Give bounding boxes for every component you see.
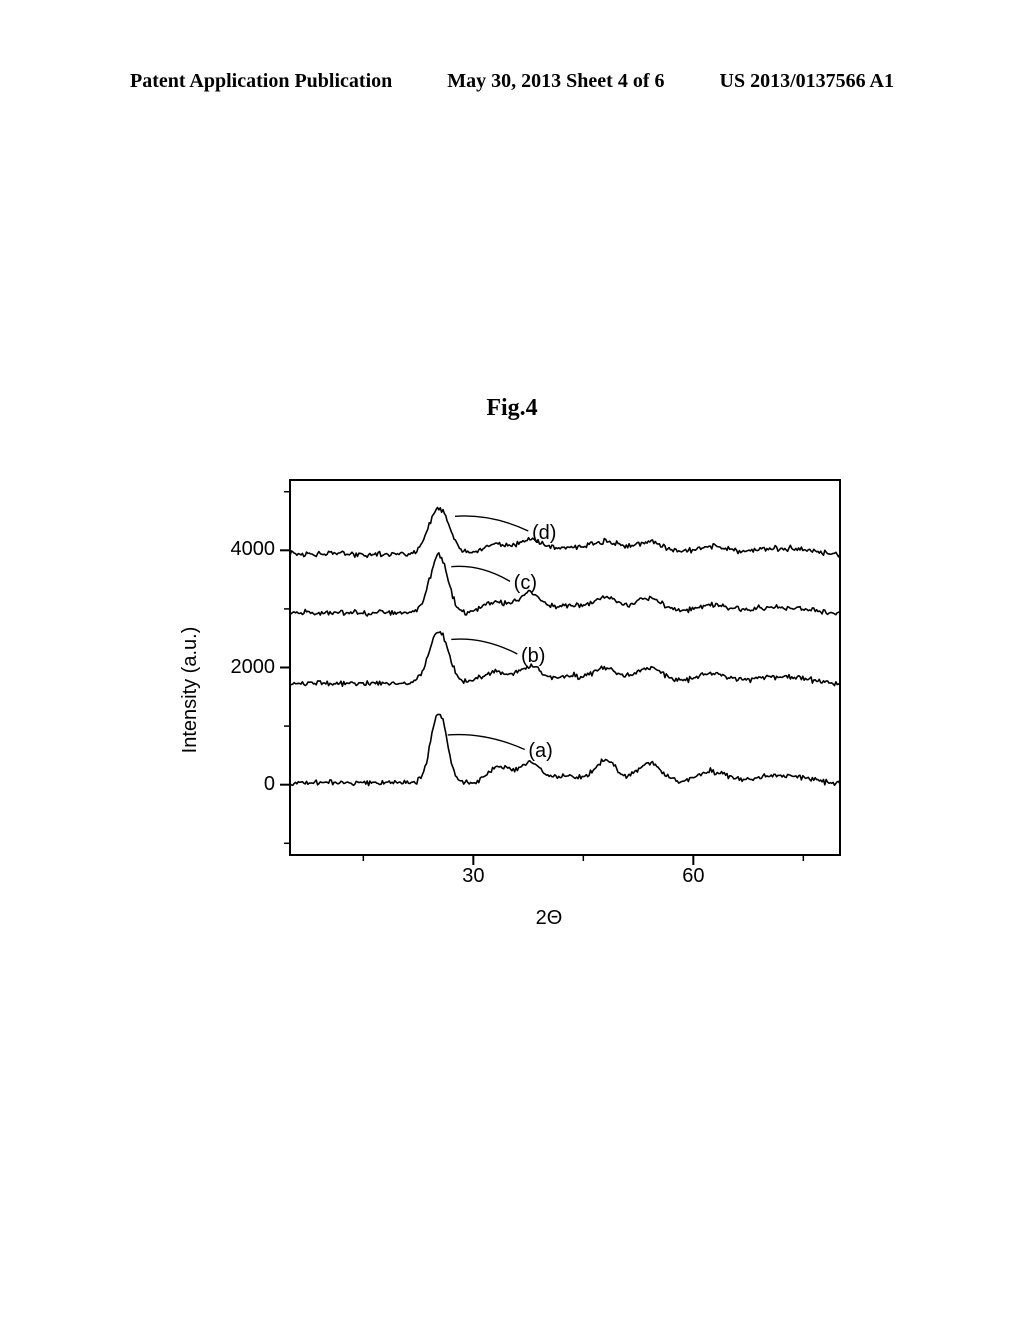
header-center: May 30, 2013 Sheet 4 of 6 [447,70,664,93]
series-label-c: (c) [514,572,537,595]
header-right: US 2013/0137566 A1 [720,70,894,93]
chart-svg [175,460,855,920]
ytick-label: 0 [215,773,275,796]
series-label-d: (d) [532,522,556,545]
header-left: Patent Application Publication [130,70,392,93]
chart-ylabel: Intensity (a.u.) [179,627,202,754]
figure-caption: Fig.4 [0,395,1024,422]
xtick-label: 30 [462,865,484,888]
series-label-a: (a) [528,740,552,763]
xrd-chart: Intensity (a.u.) 2Θ 0200040003060 (a)(b)… [175,460,855,920]
xtick-label: 60 [682,865,704,888]
series-label-b: (b) [521,645,545,668]
chart-xlabel: 2Θ [536,907,563,930]
ytick-label: 2000 [215,656,275,679]
page-header: Patent Application Publication May 30, 2… [0,70,1024,93]
ytick-label: 4000 [215,538,275,561]
